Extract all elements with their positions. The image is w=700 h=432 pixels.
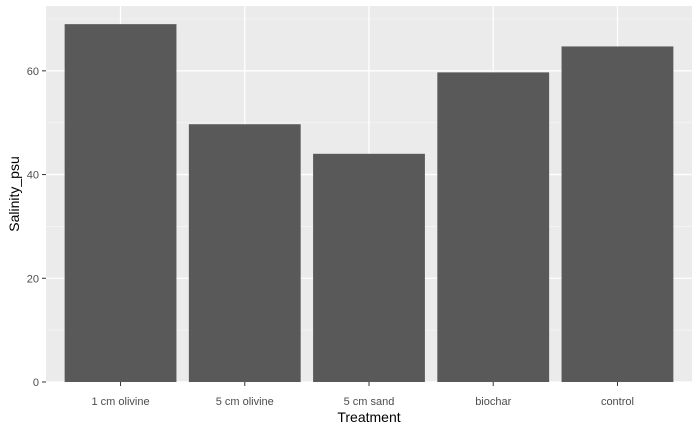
- x-tick-label: control: [601, 396, 634, 408]
- x-tick-label: 5 cm olivine: [216, 396, 274, 408]
- x-axis-title: Treatment: [337, 409, 400, 425]
- bar: [188, 124, 301, 382]
- x-axis: 1 cm olivine 5 cm olivine 5 cm sand biochar…: [91, 382, 634, 408]
- x-tick-label: 1 cm olivine: [91, 396, 149, 408]
- y-tick-label: 60: [27, 66, 39, 78]
- y-axis-title: Salinity_psu: [6, 156, 22, 232]
- y-tick-label: 40: [27, 170, 39, 182]
- bar: [561, 46, 674, 382]
- y-tick-label: 0: [33, 377, 39, 389]
- x-tick-label: biochar: [475, 396, 511, 408]
- bar: [64, 24, 177, 382]
- y-tick-label: 20: [27, 273, 39, 285]
- bar: [437, 72, 550, 382]
- x-tick-label: 5 cm sand: [344, 396, 395, 408]
- bars: [64, 24, 674, 382]
- bar: [313, 153, 425, 382]
- y-axis: 0 20 40 60: [27, 66, 46, 389]
